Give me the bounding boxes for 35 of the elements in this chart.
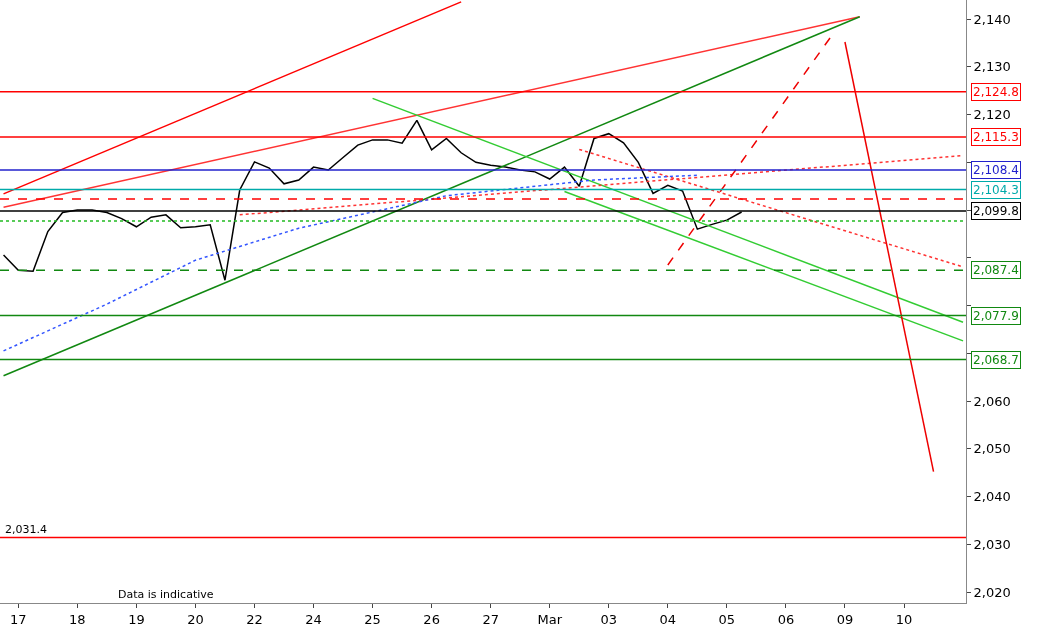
y-tick-label: 2,120: [973, 107, 1011, 123]
y-tick-label: 2,020: [973, 584, 1011, 600]
x-tick-label: 27: [482, 611, 499, 627]
line-series: [2, 174, 699, 352]
ref-line-label: 2,124.8: [973, 85, 1019, 99]
x-tick-label: 24: [305, 611, 322, 627]
x-tick-label: 06: [777, 611, 795, 627]
ref-line-label: 2,077.9: [973, 309, 1019, 323]
x-tick-label: 19: [128, 611, 145, 627]
x-tick-label: 04: [659, 611, 677, 627]
x-tick-label: 22: [246, 611, 263, 627]
ref-line-label: 2,108.4: [973, 163, 1019, 177]
x-tick-label: 17: [10, 611, 27, 627]
y-tick-label: 2,050: [973, 441, 1011, 457]
y-tick-label: 2,030: [973, 536, 1011, 552]
y-tick-label: 2,040: [973, 489, 1011, 505]
x-tick-label: 18: [69, 611, 86, 627]
y-tick-label: 2,130: [973, 59, 1011, 75]
x-tick-label: 10: [895, 611, 913, 627]
ref-line-label: 2,031.4: [5, 523, 47, 536]
y-tick-label: 2,060: [973, 393, 1011, 409]
x-tick-label: 05: [718, 611, 736, 627]
x-tick-label: 03: [600, 611, 618, 627]
ref-line-label: 2,068.7: [973, 353, 1019, 367]
x-tick-label: 09: [836, 611, 854, 627]
ref-line-label: 2,087.4: [973, 263, 1019, 277]
annotation: Data is indicative: [118, 588, 214, 601]
x-tick-label: 20: [187, 611, 204, 627]
x-tick-label: Mar: [537, 611, 563, 627]
ref-line-label: 2,115.3: [973, 130, 1019, 144]
ref-line-label: 2,099.8: [973, 204, 1019, 218]
ref-line-label: 2,104.3: [973, 183, 1019, 197]
x-tick-label: 26: [423, 611, 440, 627]
x-tick-label: 25: [364, 611, 381, 627]
y-tick-label: 2,140: [973, 11, 1011, 27]
